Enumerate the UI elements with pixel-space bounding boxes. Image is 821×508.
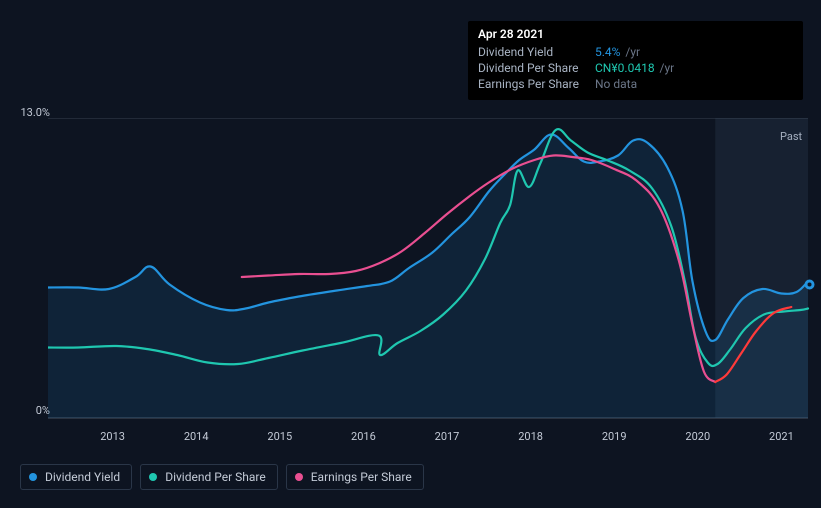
tooltip-row-label: Dividend Per Share xyxy=(478,61,583,75)
legend-dot-icon xyxy=(295,473,303,481)
tooltip-row-value: No data xyxy=(595,77,637,91)
legend-item[interactable]: Dividend Yield xyxy=(20,464,132,490)
legend-item-label: Dividend Per Share xyxy=(165,470,266,484)
tooltip-row-label: Dividend Yield xyxy=(478,45,583,59)
x-axis-label: 2019 xyxy=(602,430,627,443)
legend-item[interactable]: Dividend Per Share xyxy=(140,464,278,490)
tooltip-row: Dividend Per Share CN¥0.0418 /yr xyxy=(478,60,793,76)
x-axis-label: 2015 xyxy=(267,430,292,443)
x-axis-label: 2017 xyxy=(435,430,460,443)
tooltip-row-suffix: /yr xyxy=(622,45,640,59)
tooltip-row-value: 5.4% /yr xyxy=(595,45,640,59)
dividend-chart: 13.0% 0% Past 20132014201520162017201820… xyxy=(10,100,810,460)
chart-legend: Dividend Yield Dividend Per Share Earnings… xyxy=(20,464,424,490)
legend-dot-icon xyxy=(149,473,157,481)
legend-item[interactable]: Earnings Per Share xyxy=(286,464,424,490)
chart-tooltip: Apr 28 2021 Dividend Yield5.4% /yrDivide… xyxy=(468,21,803,100)
x-axis-label: 2016 xyxy=(351,430,376,443)
tooltip-row-suffix: /yr xyxy=(657,61,675,75)
x-axis-label: 2014 xyxy=(184,430,209,443)
chart-plot-area[interactable] xyxy=(48,118,816,422)
x-axis-label: 2018 xyxy=(518,430,543,443)
tooltip-row: Dividend Yield 5.4% /yr xyxy=(478,44,793,60)
legend-item-label: Earnings Per Share xyxy=(311,470,412,484)
tooltip-row: Earnings Per Share No data xyxy=(478,76,793,92)
x-axis-label: 2013 xyxy=(100,430,125,443)
legend-dot-icon xyxy=(29,473,37,481)
x-axis-label: 2020 xyxy=(685,430,710,443)
x-axis-label: 2021 xyxy=(769,430,794,443)
legend-item-label: Dividend Yield xyxy=(45,470,120,484)
y-axis-top-label: 13.0% xyxy=(20,106,50,119)
tooltip-row-value: CN¥0.0418 /yr xyxy=(595,61,674,75)
tooltip-date: Apr 28 2021 xyxy=(478,27,793,44)
tooltip-row-label: Earnings Per Share xyxy=(478,77,583,91)
